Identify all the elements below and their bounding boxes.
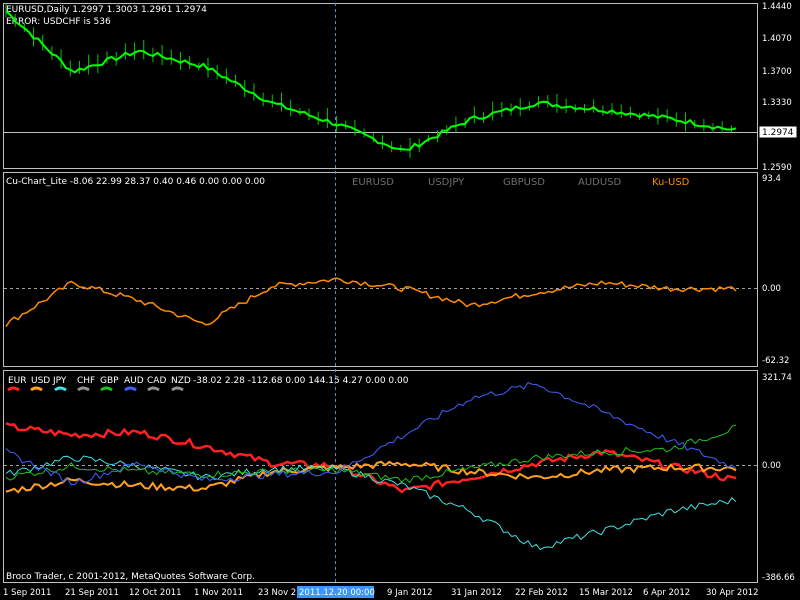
price-tick: 1.3700	[762, 67, 792, 77]
currency-strength-panel[interactable]	[3, 370, 758, 583]
time-label: 23 Nov 2	[258, 588, 296, 598]
legend-label-eur: EUR	[8, 376, 27, 386]
cu-chart-header: Cu-Chart_Lite -8.06 22.99 28.37 0.40 0.4…	[6, 177, 265, 187]
strength-axis: 321.74 0.00 -386.66	[762, 373, 795, 583]
time-label: 22 Feb 2012	[515, 588, 568, 598]
legend-swatch-chf	[77, 386, 90, 392]
time-label: 9 Jan 2012	[387, 588, 433, 598]
legend-swatch-jpy	[54, 386, 67, 392]
series-lines	[5, 10, 737, 551]
strength-line-aud	[5, 381, 737, 486]
strength-tick: 321.74	[762, 373, 792, 383]
time-label: 12 Oct 2011	[129, 588, 182, 598]
cu-tick: 0.00	[762, 284, 781, 294]
price-panel-header: EURUSD,Daily 1.2997 1.3003 1.2961 1.2974	[6, 5, 207, 15]
time-label: 15 Mar 2012	[579, 588, 633, 598]
legend-label-nzd: NZD	[171, 376, 191, 386]
cu-chart-axis: 93.4 0.00 -62.32	[762, 174, 789, 366]
legend-swatch-usd	[30, 386, 43, 392]
currency-label-usdjpy: USDJPY	[428, 177, 465, 188]
crosshair-time-box	[297, 586, 374, 598]
price-tick: 1.3330	[762, 98, 792, 108]
price-panel[interactable]	[3, 3, 758, 169]
current-price-label: 1.2974	[762, 128, 794, 138]
legend-label-chf: CHF	[77, 376, 95, 386]
price-tick: 1.4440	[762, 2, 792, 12]
time-label: 6 Apr 2012	[643, 588, 690, 598]
legend-label-jpy: JPY	[52, 376, 67, 386]
cu-tick: -62.32	[762, 356, 789, 366]
strength-line-gbp	[5, 424, 737, 484]
time-label: 31 Jan 2012	[451, 588, 502, 598]
legend-label-aud: AUD	[124, 376, 144, 386]
strength-line-jpy	[5, 455, 737, 551]
strength-tick: -386.66	[762, 573, 795, 583]
copyright-footer: Broco Trader, c 2001-2012, MetaQuotes So…	[6, 572, 255, 582]
eurusd-price-line	[5, 10, 737, 151]
time-axis: 1 Sep 2011 21 Sep 2011 12 Oct 2011 1 Nov…	[3, 586, 759, 598]
legend-swatch-aud	[124, 386, 137, 392]
currency-label-eurusd: EURUSD	[352, 177, 394, 188]
strength-tick: 0.00	[762, 461, 781, 471]
time-label: 1 Nov 2011	[194, 588, 243, 598]
strength-legend: EUR USD JPY CHF GBP AUD CAD NZD -38.02 2…	[7, 376, 409, 392]
current-price-box: 1.2974	[758, 125, 798, 139]
legend-swatch-nzd	[171, 386, 184, 392]
crosshair-time-label: 2011.12.20 00:00	[299, 588, 375, 598]
currency-label-ku-usd: Ku-USD	[652, 177, 690, 188]
price-tick: 1.4070	[762, 34, 792, 44]
strength-line-eur	[5, 422, 737, 494]
cu-chart-panel[interactable]	[3, 172, 758, 367]
currency-label-audusd: AUDUSD	[578, 177, 622, 188]
price-axis: 1.4440 1.4070 1.3700 1.3330 1.2590	[762, 2, 792, 173]
legend-label-cad: CAD	[147, 376, 166, 386]
strength-values: -38.02 2.28 -112.68 0.00 144.15 4.27 0.0…	[193, 376, 409, 386]
currency-label-gbpusd: GBPUSD	[503, 177, 545, 188]
time-label: 1 Sep 2011	[3, 588, 51, 598]
legend-label-gbp: GBP	[100, 376, 119, 386]
cu-tick: 93.4	[762, 174, 781, 184]
legend-swatch-gbp	[100, 386, 113, 392]
strength-line-usd	[5, 460, 737, 494]
ku-usd-line	[5, 277, 737, 328]
time-label: 30 Apr 2012	[706, 588, 759, 598]
error-message: ERROR: USDCHF is 536	[6, 17, 111, 27]
legend-swatch-eur	[7, 386, 20, 392]
time-label: 21 Sep 2011	[65, 588, 119, 598]
legend-swatch-cad	[147, 386, 160, 392]
legend-label-usd: USD	[31, 376, 50, 386]
price-tick: 1.2590	[762, 163, 792, 173]
